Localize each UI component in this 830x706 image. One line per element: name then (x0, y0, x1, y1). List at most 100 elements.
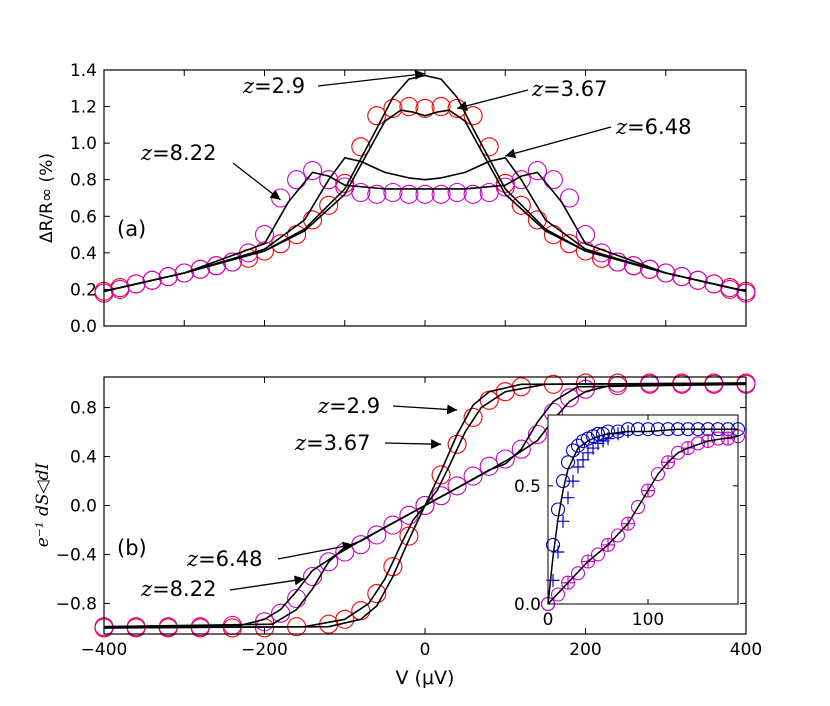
x-tick-label: −200 (241, 640, 288, 660)
panel-b-annotation-0-variable: z (317, 394, 330, 418)
panel-b-annotations: z=2.9z=3.67z=6.48z=8.22 (140, 394, 458, 601)
inset-data-circle-marker (650, 467, 666, 482)
panel-b-annotation-2-arrow (277, 541, 353, 560)
panel-a-data-circle-marker (303, 210, 323, 230)
panel-b-annotation-0-value: =2.9 (329, 394, 380, 418)
panel-b-ticks: −0.8 −0.4 0.0 0.4 0.8 −400 −200 0 200 400 (56, 377, 762, 660)
inset-data-cross-marker (546, 573, 560, 587)
y-tick-label: 0.4 (70, 244, 97, 264)
panel-a-data-circle-marker (511, 170, 531, 190)
panel-a-data-circle-marker (142, 270, 162, 290)
inset-data-circle-marker (570, 566, 586, 581)
panel-b-annotation-2-label: z=6.48 (186, 547, 262, 571)
panel-a-data-circle-marker (190, 259, 210, 279)
panel-a-theory-line-3 (103, 171, 747, 293)
inset-theory-line-5 (547, 435, 739, 605)
panel-a-data-circle-marker (527, 210, 547, 230)
panel-a-data-circle-marker (688, 270, 708, 290)
panel-a-annotation-3-arrow (232, 162, 281, 201)
panel-b-theory-line-3 (103, 383, 747, 628)
x-tick-label: 0 (543, 610, 554, 630)
panel-a-data-circle-marker (463, 106, 483, 126)
panel-b-label: (b) (117, 536, 147, 560)
panel-a-data-circle-marker (656, 263, 676, 283)
inset-plot: 0.0 0.5 0 100 (514, 414, 746, 630)
panel-a-annotation-2-value: =6.48 (627, 115, 691, 139)
panel-a-data-circle-marker (672, 267, 692, 287)
panel-a-data-circle-marker (319, 195, 339, 215)
x-tick-label: 400 (730, 640, 762, 660)
panel-a-data-circle-marker (431, 97, 451, 117)
panel-a-data-circle-marker (287, 170, 307, 190)
panel-a-data-circle-marker (319, 170, 339, 190)
panel-a-series (94, 74, 756, 303)
inset-data-circle-marker (610, 528, 626, 543)
inset-data-circle-marker (550, 587, 566, 602)
panel-a-data-circle-marker (415, 184, 435, 204)
panel-a-data-circle-marker (543, 170, 563, 190)
panel-b-annotation-0-arrow (392, 404, 458, 415)
panel-b-data-circle-marker (527, 424, 547, 445)
panel-b-data-circle-marker (415, 495, 435, 516)
panel-a-annotation-3-label: z=8.22 (140, 141, 216, 165)
panel-a-annotation-2-arrow (505, 126, 612, 159)
panel-b-annotation-3-label: z=8.22 (140, 577, 216, 601)
inset-data-circle-marker (670, 445, 686, 460)
panel-a-data-circle-marker (254, 241, 275, 261)
panel-a-data-circle-marker (415, 98, 435, 118)
inset-data-circle-marker (640, 422, 656, 437)
panel-a-annotation-1-label: z=3.67 (531, 77, 607, 101)
panel-a-annotation-0-arrow (317, 69, 426, 87)
panel-a-annotation-2-variable: z (615, 115, 628, 139)
panel-a-data-circle-marker (383, 98, 403, 118)
panel-a-annotation-0-label: z=2.9 (242, 74, 305, 98)
panel-a-data-circle-marker (399, 184, 419, 204)
panel-a-y-axis-label: ΔR/R∞ (%) (37, 153, 57, 243)
inset-data-cross-marker (561, 491, 575, 505)
panel-b-data-circle-marker (495, 449, 515, 469)
y-tick-label: 0.6 (70, 207, 97, 227)
x-tick-label: −400 (81, 640, 128, 660)
panel-a-data-circle-marker (399, 97, 419, 117)
panel-b-annotation-0-label: z=2.9 (317, 394, 380, 418)
x-tick-label: 200 (569, 640, 601, 660)
y-tick-label: −0.4 (56, 545, 97, 565)
inset-data-circle-marker (650, 422, 666, 437)
panel-b-annotation-2-variable: z (186, 547, 199, 571)
panel-a-theory-line-1 (103, 109, 747, 293)
panel-b-data-circle-marker (383, 515, 403, 535)
panel-a-annotation-3-variable: z (140, 141, 153, 165)
panel-a-data-circle-marker (511, 195, 531, 215)
inset-data-circle-marker (590, 547, 606, 562)
panel-b: −0.8 −0.4 0.0 0.4 0.8 −400 −200 0 200 400 (b) e⁻¹… (33, 373, 762, 689)
x-tick-label: 100 (632, 610, 664, 630)
panel-b-data-circle-marker (463, 407, 483, 427)
inset-data-circle-marker (570, 438, 586, 453)
inset-data-cross-marker (576, 453, 590, 467)
panel-a-theory-line-2 (103, 157, 747, 293)
panel-a-data-circle-marker (575, 225, 596, 245)
panel-b-data-circle-marker (463, 466, 483, 486)
panel-a-data-circle-marker (254, 225, 275, 245)
panel-a-data-circle-marker (367, 106, 387, 126)
inset-data-cross-marker (591, 436, 605, 450)
panel-b-data-circle-marker (447, 476, 467, 496)
panel-a-data-circle-marker (303, 161, 323, 181)
panel-a-annotation-1-variable: z (531, 77, 544, 101)
inset-frame (547, 414, 739, 605)
inset-data-circle-marker (690, 436, 706, 451)
panel-a-data-circle-marker (174, 263, 194, 283)
panel-a-annotation-0-variable: z (242, 74, 255, 98)
panel-b-frame (103, 376, 747, 635)
panel-a-data-circle-marker (351, 182, 371, 203)
panel-b-data-circle-marker (367, 584, 387, 604)
inset-data-circle-marker (630, 500, 646, 515)
panel-a-annotation-1-arrow (456, 89, 529, 111)
x-tick-label: 0 (420, 640, 431, 660)
inset-data-cross-marker (566, 474, 580, 488)
panel-a-data-circle-marker (158, 267, 178, 287)
panel-a-data-circle-marker (575, 241, 596, 261)
panel-b-annotation-3-value: =8.22 (152, 577, 216, 601)
panel-a-theory-line-0 (103, 74, 747, 293)
panel-b-annotation-3-variable: z (140, 577, 153, 601)
